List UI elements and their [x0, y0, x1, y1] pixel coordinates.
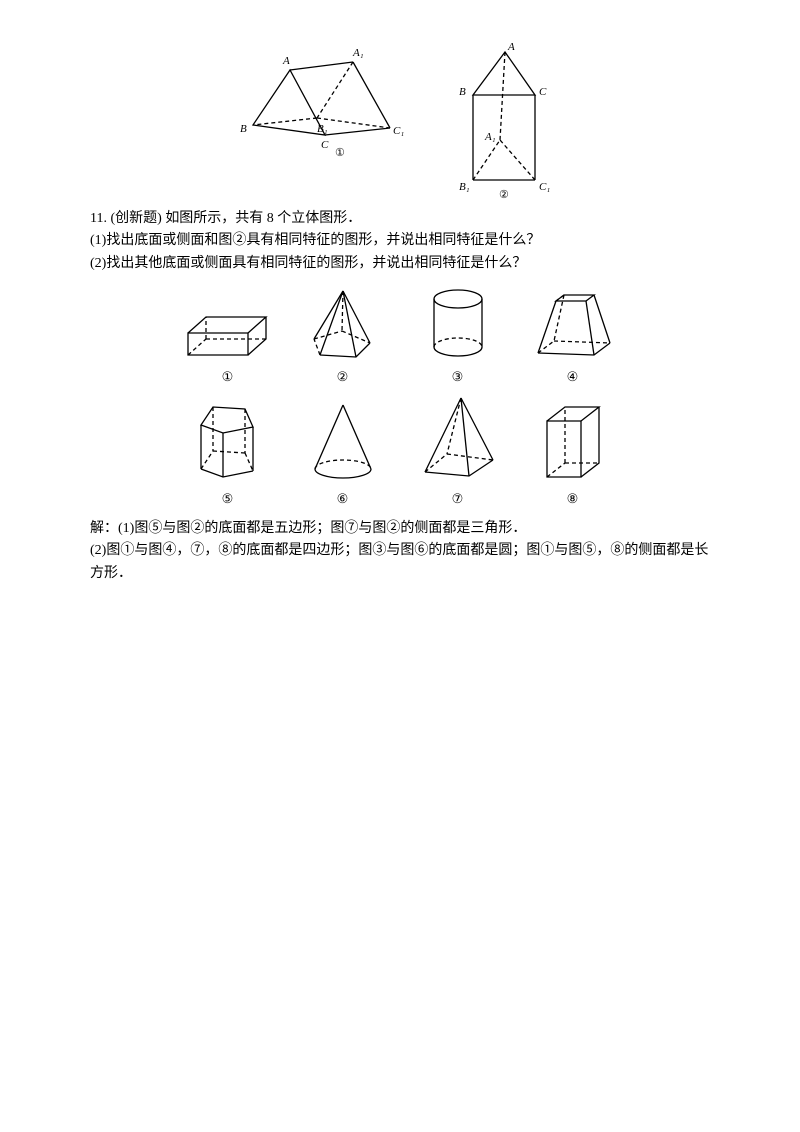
shape-6-label: ⑥: [337, 489, 349, 510]
shape-1-cell: ①: [173, 305, 283, 388]
cuboid-icon: [178, 305, 278, 365]
triangular-prism-horizontal: A A₁ B B₁ C C₁ ①: [235, 40, 415, 160]
question-intro: 如图所示，共有 8 个立体图形．: [165, 211, 361, 226]
question-part-1: (1)找出底面或侧面和图②具有相同特征的图形，并说出相同特征是什么？: [90, 230, 710, 252]
question-tag: (创新题): [110, 211, 161, 226]
document-page: A A₁ B B₁ C C₁ ①: [0, 0, 800, 625]
label-A1: A₁: [484, 131, 496, 143]
label-B: B: [459, 86, 466, 98]
answer-part-1: 解：(1)图⑤与图②的底面都是五边形；图⑦与图②的侧面都是三角形．: [90, 518, 710, 540]
pentagonal-pyramid-icon: [298, 285, 388, 365]
shape-5-cell: ⑤: [173, 397, 283, 510]
shapes-row-1: ①: [170, 285, 630, 388]
figure-1-container: A A₁ B B₁ C C₁ ①: [235, 40, 415, 200]
shape-1-label: ①: [222, 367, 234, 388]
answer-block: 解：(1)图⑤与图②的底面都是五边形；图⑦与图②的侧面都是三角形． (2)图①与…: [90, 518, 710, 585]
figure-1-caption: ①: [335, 147, 345, 159]
label-B: B: [240, 123, 247, 135]
label-C: C: [539, 86, 547, 98]
shape-3-cell: ③: [403, 285, 513, 388]
triangular-prism-vertical: A B C A₁ B₁ C₁ ②: [445, 40, 565, 200]
shape-4-cell: ④: [518, 285, 628, 388]
shape-2-label: ②: [337, 367, 349, 388]
cylinder-icon: [423, 285, 493, 365]
shape-7-label: ⑦: [452, 489, 464, 510]
label-A: A: [507, 41, 515, 53]
label-C: C: [321, 139, 329, 151]
shape-7-cell: ⑦: [403, 392, 513, 510]
label-A1: A₁: [352, 47, 364, 59]
question-block: 11. (创新题) 如图所示，共有 8 个立体图形． (1)找出底面或侧面和图②…: [90, 208, 710, 275]
question-number: 11.: [90, 211, 107, 226]
shape-6-cell: ⑥: [288, 397, 398, 510]
label-C1: C₁: [539, 181, 550, 193]
shapes-grid: ①: [170, 285, 630, 510]
frustum-icon: [528, 285, 618, 365]
answer-part-2: (2)图①与图④，⑦，⑧的底面都是四边形；图③与图⑥的底面都是圆；图①与图⑤，⑧…: [90, 540, 710, 585]
shape-3-label: ③: [452, 367, 464, 388]
label-A: A: [282, 55, 290, 67]
shape-2-cell: ②: [288, 285, 398, 388]
cone-icon: [303, 397, 383, 487]
shape-5-label: ⑤: [222, 489, 234, 510]
pentagonal-prism-icon: [183, 397, 273, 487]
figure-2-caption: ②: [499, 189, 509, 200]
shape-8-cell: ⑧: [518, 397, 628, 510]
label-C1: C₁: [393, 125, 404, 137]
shape-8-label: ⑧: [567, 489, 579, 510]
shape-4-label: ④: [567, 367, 579, 388]
top-figure-row: A A₁ B B₁ C C₁ ①: [90, 40, 710, 200]
cuboid-tall-icon: [533, 397, 613, 487]
question-part-2: (2)找出其他底面或侧面具有相同特征的图形，并说出相同特征是什么？: [90, 253, 710, 275]
figure-2-container: A B C A₁ B₁ C₁ ②: [445, 40, 565, 200]
shapes-row-2: ⑤ ⑥: [170, 392, 630, 510]
label-B1: B₁: [317, 123, 328, 135]
label-B1: B₁: [459, 181, 470, 193]
square-pyramid-icon: [413, 392, 503, 487]
